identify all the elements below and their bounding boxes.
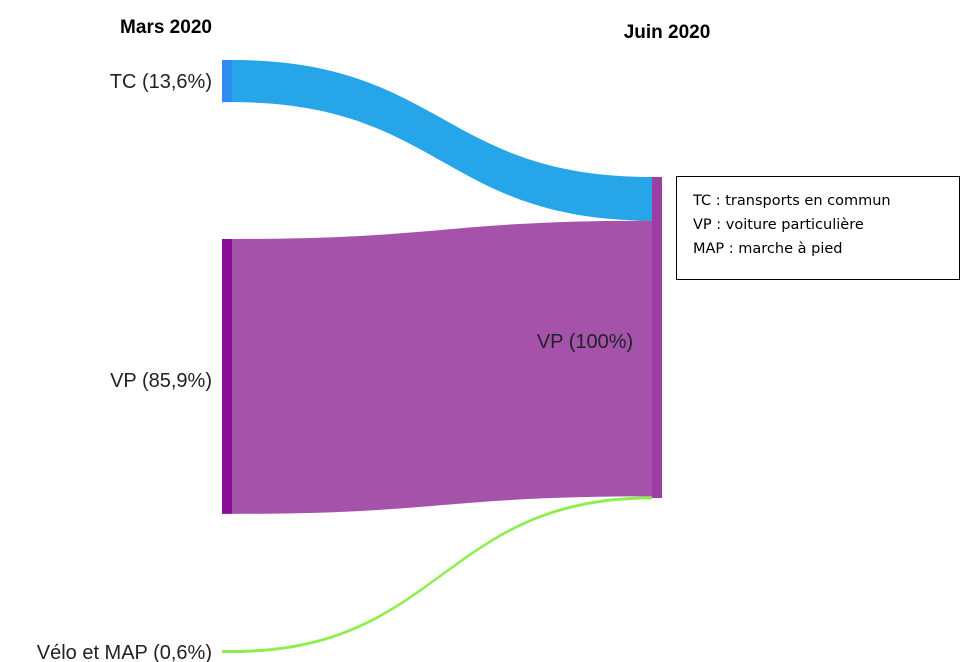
column-title-mars: Mars 2020 [120,17,212,38]
node-vp [222,239,232,514]
node-vp_juin [652,177,662,498]
flows-group [232,60,652,653]
node-label-vp: VP (85,9%) [110,370,212,392]
node-label-vp-juin: VP (100%) [537,331,633,353]
legend-line-map: MAP : marche à pied [693,241,843,257]
legend-line-vp: VP : voiture particulière [693,217,864,233]
nodes-group [222,60,662,653]
legend-line-tc: TC : transports en commun [693,193,891,209]
flow-tc [232,60,652,221]
node-tc [222,60,232,103]
legend-box: TC : transports en commun VP : voiture p… [676,176,960,280]
node-velo [222,650,232,653]
column-title-juin: Juin 2020 [624,22,711,43]
node-label-tc: TC (13,6%) [110,71,212,93]
flow-velo [232,496,652,653]
flow-vp [232,220,652,514]
node-label-velo-map: Vélo et MAP (0,6%) [37,642,212,662]
